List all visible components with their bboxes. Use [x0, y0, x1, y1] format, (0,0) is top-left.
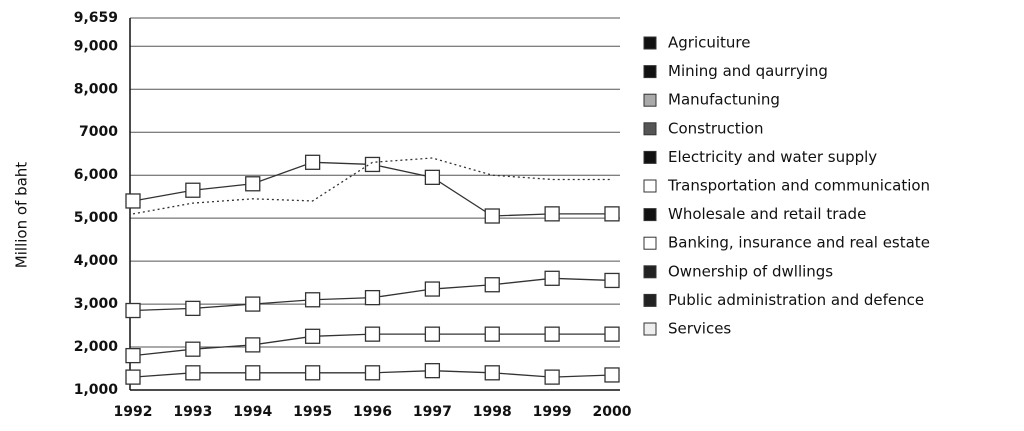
point-marker	[245, 296, 261, 312]
point-marker	[544, 326, 560, 342]
point-marker	[484, 365, 500, 381]
point-marker	[185, 300, 201, 317]
legend-swatch	[643, 36, 657, 50]
legend-swatch	[643, 179, 657, 193]
point-marker	[604, 326, 620, 342]
point-marker	[424, 363, 441, 379]
point-marker	[364, 156, 381, 173]
point-marker	[125, 347, 141, 364]
y-tick-label: 7000	[79, 124, 118, 140]
point-marker	[604, 367, 620, 383]
point-marker	[125, 302, 141, 319]
legend-swatch	[643, 265, 657, 279]
x-tick-label: 1996	[353, 404, 392, 420]
point-marker	[544, 369, 560, 385]
x-tick-label: 1992	[114, 404, 153, 420]
y-tick-label: 5,000	[74, 210, 119, 226]
legend-label: Mining and qaurrying	[668, 62, 828, 80]
point-marker	[604, 272, 620, 289]
legend-swatch	[643, 236, 657, 250]
point-marker	[245, 365, 261, 381]
y-tick-label: 6,000	[74, 167, 119, 183]
legend-swatch	[643, 208, 657, 222]
y-tick-label: 4,000	[74, 253, 119, 269]
point-marker	[304, 328, 321, 344]
x-tick-label: 2000	[593, 404, 632, 420]
legend-label: Electricity and water supply	[668, 148, 877, 166]
point-marker	[304, 292, 321, 308]
point-marker	[125, 369, 141, 385]
y-tick-label: 3,000	[74, 296, 119, 312]
legend-label: Public administration and defence	[668, 291, 924, 309]
point-marker	[125, 193, 141, 209]
series-line	[132, 157, 612, 215]
legend-swatch	[643, 150, 657, 164]
x-tick-label: 1998	[473, 404, 512, 420]
point-marker	[245, 337, 261, 353]
point-marker	[304, 365, 321, 381]
y-tick-label: 9,659	[74, 10, 118, 26]
point-marker	[364, 365, 381, 381]
x-tick-label: 1993	[173, 404, 212, 420]
y-tick-label: 9,000	[74, 38, 119, 54]
x-tick-label: 1994	[233, 404, 272, 420]
point-marker	[185, 365, 201, 381]
legend-swatch	[643, 293, 657, 307]
legend-label: Ownership of dwllings	[668, 262, 833, 280]
point-marker	[604, 206, 620, 222]
y-tick-label: 8,000	[74, 81, 119, 97]
legend-swatch	[643, 122, 657, 136]
y-tick-label: 2,000	[74, 339, 119, 355]
legend-label: Construction	[668, 119, 764, 137]
legend-label: Wholesale and retail trade	[668, 205, 866, 223]
point-marker	[424, 326, 441, 342]
legend-swatch	[643, 322, 657, 336]
y-axis-label: Million of baht	[13, 162, 31, 269]
x-tick-label: 1997	[413, 404, 452, 420]
point-marker	[484, 326, 500, 342]
legend-swatch	[643, 93, 657, 107]
x-tick-label: 1995	[293, 404, 332, 420]
point-marker	[484, 208, 500, 224]
legend-label: Agricuiture	[668, 34, 751, 52]
legend-label: Transportation and communication	[667, 177, 930, 195]
point-marker	[304, 154, 321, 170]
point-marker	[544, 270, 560, 286]
point-marker	[364, 326, 381, 342]
point-marker	[424, 169, 441, 185]
point-marker	[364, 289, 381, 306]
x-tick-label: 1999	[533, 404, 572, 420]
legend-swatch	[643, 65, 657, 79]
y-tick-label: 1,000	[74, 382, 119, 398]
point-marker	[245, 176, 261, 192]
legend-label: Banking, insurance and real estate	[668, 234, 930, 252]
point-marker	[185, 182, 201, 198]
point-marker	[424, 281, 441, 297]
point-marker	[484, 277, 500, 293]
legend-label: Services	[668, 320, 731, 338]
point-marker	[544, 206, 560, 222]
point-marker	[185, 341, 201, 357]
legend-label: Manufactuning	[668, 91, 780, 109]
